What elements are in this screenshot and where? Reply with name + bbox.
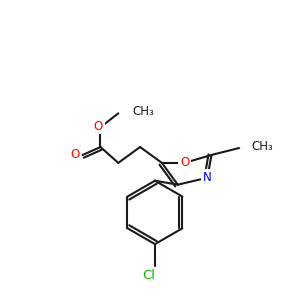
- Text: O: O: [94, 120, 103, 133]
- Text: O: O: [180, 156, 189, 170]
- Text: CH₃: CH₃: [132, 105, 154, 118]
- Text: O: O: [70, 148, 79, 161]
- Text: Cl: Cl: [142, 269, 155, 282]
- Text: N: N: [203, 171, 212, 184]
- Text: CH₃: CH₃: [251, 140, 273, 152]
